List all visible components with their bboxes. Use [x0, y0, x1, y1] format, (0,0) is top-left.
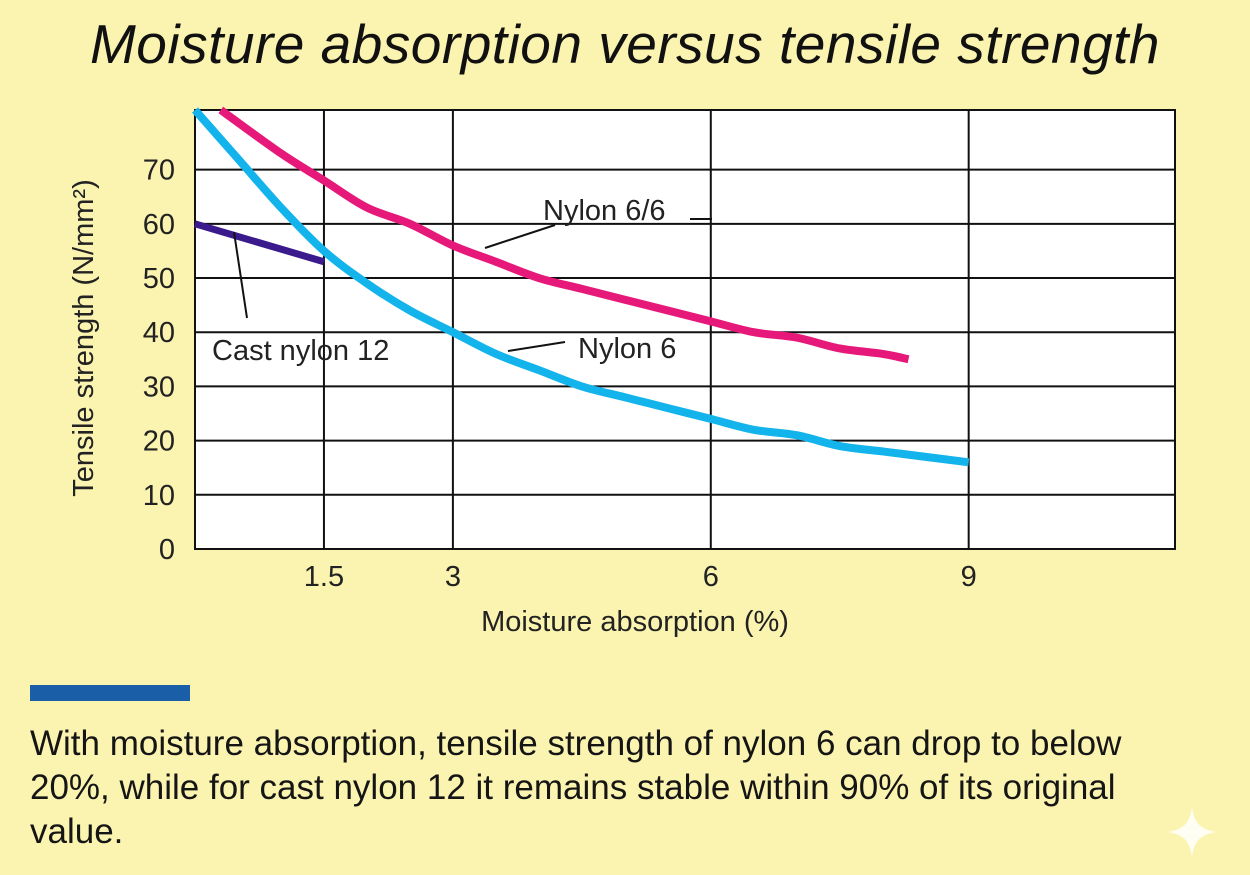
- label-cast-nylon-12: Cast nylon 12: [212, 335, 389, 367]
- y-tick-label: 60: [143, 209, 175, 241]
- series-line-nylon-6: [191, 107, 970, 467]
- y-tick-label: 50: [143, 263, 175, 295]
- x-axis-title: Moisture absorption (%): [481, 606, 789, 638]
- leader-line: [233, 231, 248, 319]
- axis-ticks: 0 10 20 30 40 50 60 70 1.5 3 6 9: [143, 155, 977, 593]
- accent-bar: [30, 685, 190, 701]
- chart-title: Moisture absorption versus tensile stren…: [89, 13, 1161, 75]
- sparkle-icon: [1167, 807, 1217, 857]
- y-tick-label: 10: [143, 480, 175, 512]
- series: [191, 106, 970, 467]
- series-line-nylon-6-6: [218, 106, 910, 364]
- series-line-cast-nylon-12: [194, 220, 325, 266]
- annotations: Nylon 6/6 Nylon 6 Cast nylon 12: [212, 195, 712, 367]
- y-tick-label: 20: [143, 426, 175, 458]
- y-tick-label: 0: [159, 534, 175, 566]
- y-axis-title: Tensile strength (N/mm²): [68, 179, 100, 496]
- x-tick-label: 6: [703, 561, 719, 593]
- leader-line: [507, 341, 566, 352]
- leader-line: [484, 224, 556, 249]
- caption-text: With moisture absorption, tensile streng…: [30, 724, 1122, 851]
- plot-area: [194, 109, 1176, 550]
- x-tick-label: 3: [445, 561, 461, 593]
- y-tick-label: 40: [143, 317, 175, 349]
- y-tick-label: 70: [143, 155, 175, 187]
- label-nylon-6: Nylon 6: [578, 333, 676, 365]
- label-nylon-6-6: Nylon 6/6: [543, 195, 666, 227]
- chart: 0 10 20 30 40 50 60 70 1.5 3 6 9 Nylon 6/6 Nylon 6 Ca…: [68, 106, 1176, 638]
- y-tick-label: 30: [143, 371, 175, 403]
- x-tick-label: 9: [961, 561, 977, 593]
- x-tick-label: 1.5: [304, 561, 344, 593]
